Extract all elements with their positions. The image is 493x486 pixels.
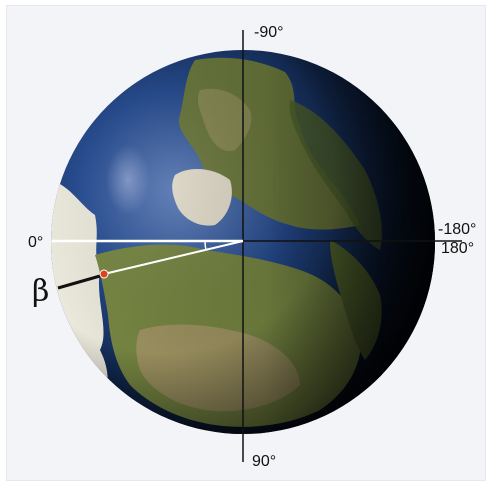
label-top: -90° — [254, 24, 284, 41]
label-left: 0° — [28, 234, 43, 251]
label-bottom: 90° — [252, 453, 276, 470]
beta-pointer — [57, 274, 101, 290]
location-marker — [99, 269, 109, 279]
angle-line — [103, 240, 244, 275]
label-beta: β — [32, 274, 49, 309]
label-right-top: -180° — [438, 221, 476, 238]
label-right-bottom: 180° — [441, 240, 474, 257]
angle-arc — [204, 240, 207, 251]
